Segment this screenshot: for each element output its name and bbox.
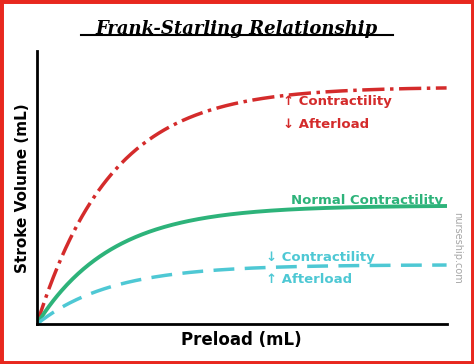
Text: Frank-Starling Relationship: Frank-Starling Relationship — [96, 20, 378, 38]
Text: ↑ Afterload: ↑ Afterload — [266, 273, 353, 285]
Text: ↓ Afterload: ↓ Afterload — [283, 118, 369, 131]
Y-axis label: Stroke Volume (mL): Stroke Volume (mL) — [15, 103, 30, 273]
Text: nurseship.com: nurseship.com — [452, 212, 463, 284]
Text: ↑ Contractility: ↑ Contractility — [283, 95, 392, 108]
X-axis label: Preload (mL): Preload (mL) — [182, 331, 302, 349]
Text: Normal Contractility: Normal Contractility — [291, 194, 443, 207]
Text: ↓ Contractility: ↓ Contractility — [266, 251, 375, 264]
